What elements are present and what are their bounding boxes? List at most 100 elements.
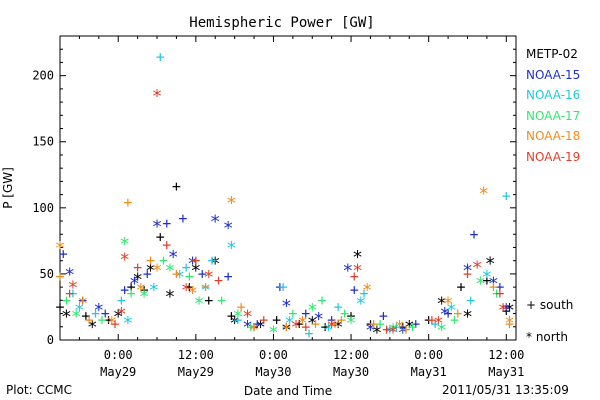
metp-02-north-point-3: * [132, 270, 143, 291]
noaa-18-north-point-0: * [55, 238, 66, 259]
noaa-15-south-point-14: + [379, 307, 388, 325]
noaa-16-south-point-9: + [334, 298, 343, 316]
noaa-17-north-point-4: * [194, 293, 205, 314]
noaa-16-south-point-4: + [182, 258, 191, 276]
noaa-16-north-point-4: * [200, 280, 211, 301]
noaa-16-south-point-1: + [91, 305, 100, 323]
noaa-16-north-point-2: * [148, 280, 159, 301]
noaa-19-north-point-3: * [152, 86, 163, 107]
noaa-17-south-point-9: + [340, 305, 349, 323]
noaa-19-south-point-4: + [191, 252, 200, 270]
noaa-15-north-point-6: * [210, 211, 221, 232]
noaa-17-north-point-9: * [388, 320, 399, 341]
noaa-15-north-point-9: * [281, 296, 292, 317]
noaa-18-north-point-8: * [297, 313, 308, 334]
metp-02-north-point-10: * [281, 320, 292, 341]
noaa-19-south-point-6: + [259, 311, 268, 329]
noaa-19-south-point-11: + [463, 265, 472, 283]
metp-02-south-point-12: + [295, 315, 304, 333]
noaa-16-south-point-2: + [117, 291, 126, 309]
metp-02-north-point-12: * [333, 317, 344, 338]
noaa-17-south-point-6: + [246, 318, 255, 336]
metp-02-south-point-8: + [204, 291, 213, 309]
metp-02-south-point-18: + [457, 278, 466, 296]
north-marker: * [526, 330, 532, 344]
metp-02-south-point-0: + [55, 298, 64, 316]
noaa-17-south-point-2: + [127, 285, 136, 303]
noaa-19-south-point-7: + [301, 318, 310, 336]
noaa-15-south-point-17: + [469, 225, 478, 243]
noaa-17-north-point-5: * [232, 307, 243, 328]
noaa-17-south-point-7: + [288, 305, 297, 323]
noaa-15-north-point-4: * [168, 247, 179, 268]
noaa-17-south-point-4: + [185, 268, 194, 286]
north-label: north [535, 330, 569, 344]
metp-02-north-point-18: * [485, 254, 496, 275]
noaa-15-south-point-3: + [120, 281, 129, 299]
noaa-17-north-point-8: * [346, 313, 357, 334]
noaa-19-north-point-12: * [472, 258, 483, 279]
noaa-16-south-point-11: + [392, 318, 401, 336]
noaa-17-north-point-1: * [119, 234, 130, 255]
x-axis-label: Date and Time [244, 384, 332, 398]
noaa-16-south-point-10: + [359, 285, 368, 303]
noaa-19-south-point-3: + [162, 236, 171, 254]
noaa-19-north-point-13: * [498, 300, 509, 321]
noaa-18-south-point-6: + [237, 298, 246, 316]
noaa-17-south-point-0: + [62, 291, 71, 309]
metp-02-north-point-15: * [404, 317, 415, 338]
noaa-18-north-point-4: * [152, 260, 163, 281]
noaa-18-north-point-13: * [478, 184, 489, 205]
noaa-15-south-point-0: + [59, 245, 68, 263]
metp-02-north-point-9: * [255, 317, 266, 338]
noaa-16-south-point-14: + [502, 187, 511, 205]
metp-02-north-point-2: * [113, 307, 124, 328]
metp-02-north-point-0: * [61, 307, 72, 328]
noaa-19-north-point-11: * [433, 313, 444, 334]
noaa-17-north-point-10: * [436, 320, 447, 341]
x-tick-label-time-4: 0:00 [414, 348, 443, 362]
noaa-15-north-point-2: * [129, 274, 140, 295]
metp-02-south-point-13: + [321, 318, 330, 336]
noaa-16-south-point-3: + [156, 48, 165, 66]
x-tick-label-date-0: May29 [100, 365, 136, 379]
noaa-19-south-point-5: + [214, 272, 223, 290]
metp-02-north-point-16: * [436, 293, 447, 314]
south-label: south [539, 298, 574, 312]
metp-02-south-point-14: + [347, 307, 356, 325]
y-tick-label-1: 50 [40, 267, 54, 281]
metp-02-north-point-11: * [307, 313, 318, 334]
noaa-18-south-point-1: + [85, 311, 94, 329]
noaa-15-south-point-6: + [178, 209, 187, 227]
noaa-18-south-point-3: + [146, 252, 155, 270]
noaa-15-south-point-16: + [444, 305, 453, 323]
x-tick-label-time-3: 12:00 [333, 348, 369, 362]
noaa-17-north-point-0: * [71, 307, 82, 328]
metp-02-south-point-6: + [172, 178, 181, 196]
legend: METP-02 NOAA-15 NOAA-16 NOAA-17 NOAA-18 NOAA-… [526, 44, 580, 168]
noaa-18-north-point-5: * [187, 283, 198, 304]
noaa-15-south-point-1: + [78, 291, 87, 309]
noaa-15-south-point-8: + [224, 268, 233, 286]
symbol-key-south: + south [526, 298, 573, 312]
x-tick-label-date-1: May29 [178, 365, 214, 379]
metp-02-north-point-4: * [145, 260, 156, 281]
noaa-18-north-point-9: * [329, 317, 340, 338]
noaa-16-north-point-5: * [226, 238, 237, 259]
noaa-16-south-point-0: + [68, 285, 77, 303]
noaa-15-north-point-8: * [242, 317, 253, 338]
noaa-19-north-point-5: * [203, 267, 214, 288]
noaa-16-south-point-8: + [305, 324, 314, 342]
metp-02-south-point-5: + [156, 228, 165, 246]
noaa-18-north-point-7: * [249, 320, 260, 341]
noaa-15-south-point-18: + [495, 278, 504, 296]
noaa-19-south-point-0: + [65, 285, 74, 303]
south-marker: + [526, 298, 537, 312]
noaa-16-north-point-7: * [323, 320, 334, 341]
x-tick-label-date-3: May30 [333, 365, 369, 379]
noaa-15-north-point-11: * [342, 260, 353, 281]
noaa-15-south-point-13: + [350, 281, 359, 299]
symbol-key-north: * north [526, 330, 568, 344]
y-tick-label-3: 150 [32, 135, 54, 149]
noaa-19-south-point-10: + [427, 311, 436, 329]
